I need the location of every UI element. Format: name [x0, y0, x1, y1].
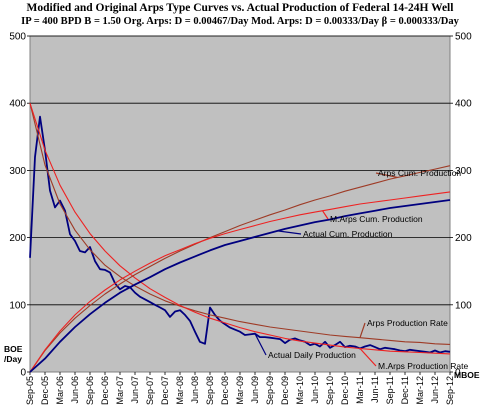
x-tick-label: Mar-07 — [115, 376, 125, 405]
y-tick-label-left: 400 — [9, 99, 26, 110]
y-tick-label-left: 0 — [20, 368, 26, 379]
annotation-leader — [359, 348, 377, 367]
x-tick-label: Jun-06 — [70, 376, 80, 404]
annotation-leader — [277, 230, 302, 235]
series-line-arps-production-rate — [29, 103, 451, 345]
x-tick-label: Dec-07 — [160, 376, 170, 405]
annotation-leader — [322, 210, 329, 220]
y-tick-label-right: 300 — [455, 166, 472, 177]
annotation-leader — [254, 333, 267, 356]
y-tick-label-right: 200 — [455, 233, 472, 244]
x-tick-label: Dec-10 — [340, 376, 350, 405]
annotation-m-arps-production-rate: M.Arps Production Rate — [378, 361, 469, 371]
x-tick-label: Mar-08 — [175, 376, 185, 405]
y-tick-label-right: 100 — [455, 300, 472, 311]
x-tick-label: Dec-06 — [100, 376, 110, 405]
x-tick-label: Sep-12 — [445, 376, 455, 405]
annotation-arps-cum-production: Arps Cum. Production — [378, 168, 461, 178]
annotation-leader — [359, 322, 366, 338]
x-tick-label: Sep-10 — [325, 376, 335, 405]
y-axis-label-left: BOE/Day — [4, 344, 23, 364]
plot-area — [29, 35, 451, 373]
annotation-m-arps-cum-production: M.Arps Cum. Production — [330, 214, 423, 224]
x-tick-label: Sep-09 — [265, 376, 275, 405]
x-tick-label: Mar-10 — [295, 376, 305, 405]
annotation-actual-daily-production: Actual Daily Production — [268, 350, 356, 360]
y-tick-label-left: 300 — [9, 166, 26, 177]
series-line-arps-cum-production — [29, 165, 451, 373]
x-tick-label: Jun-10 — [310, 376, 320, 404]
series-line-m-arps-production-rate — [29, 103, 451, 355]
x-tick-label: Sep-11 — [385, 376, 395, 404]
x-tick-label: Jun-08 — [190, 376, 200, 404]
x-tick-label: Sep-08 — [205, 376, 215, 405]
x-tick-label: Jun-07 — [130, 376, 140, 404]
annotation-actual-cum-production: Actual Cum. Production — [303, 229, 393, 239]
x-tick-label: Mar-12 — [415, 376, 425, 405]
x-tick-label: Mar-09 — [235, 376, 245, 405]
x-tick-label: Jun-12 — [430, 376, 440, 404]
y-axis-label-right: MBOE — [454, 370, 480, 380]
x-tick-label: Dec-08 — [220, 376, 230, 405]
x-tick-label: Dec-11 — [400, 376, 410, 404]
y-tick-label-left: 100 — [9, 300, 26, 311]
x-tick-label: Mar-11 — [355, 376, 365, 404]
y-tick-label-left: 500 — [9, 32, 26, 43]
annotation-arps-production-rate: Arps Production Rate — [367, 318, 448, 328]
x-tick-label: Sep-05 — [25, 376, 35, 405]
x-tick-label: Mar-06 — [55, 376, 65, 405]
y-tick-label-right: 400 — [455, 99, 472, 110]
x-tick-label: Sep-06 — [85, 376, 95, 405]
chart-subtitle: IP = 400 BPD B = 1.50 Org. Arps: D = 0.0… — [21, 16, 459, 27]
series-line-m-arps-cum-production — [29, 191, 451, 373]
y-tick-label-left: 200 — [9, 233, 26, 244]
chart-title: Modified and Original Arps Type Curves v… — [26, 2, 454, 14]
series-line-actual-daily-production — [29, 115, 451, 354]
x-tick-label: Dec-05 — [40, 376, 50, 405]
y-tick-label-right: 500 — [455, 32, 472, 43]
x-tick-label: Dec-09 — [280, 376, 290, 405]
annotation-leader — [375, 172, 398, 179]
y-tick-label-right: 0 — [455, 368, 461, 379]
x-tick-label: Jun-11 — [370, 376, 380, 403]
x-tick-label: Sep-07 — [145, 376, 155, 405]
series-line-actual-cum-production — [29, 199, 451, 373]
x-tick-label: Jun-09 — [250, 376, 260, 404]
